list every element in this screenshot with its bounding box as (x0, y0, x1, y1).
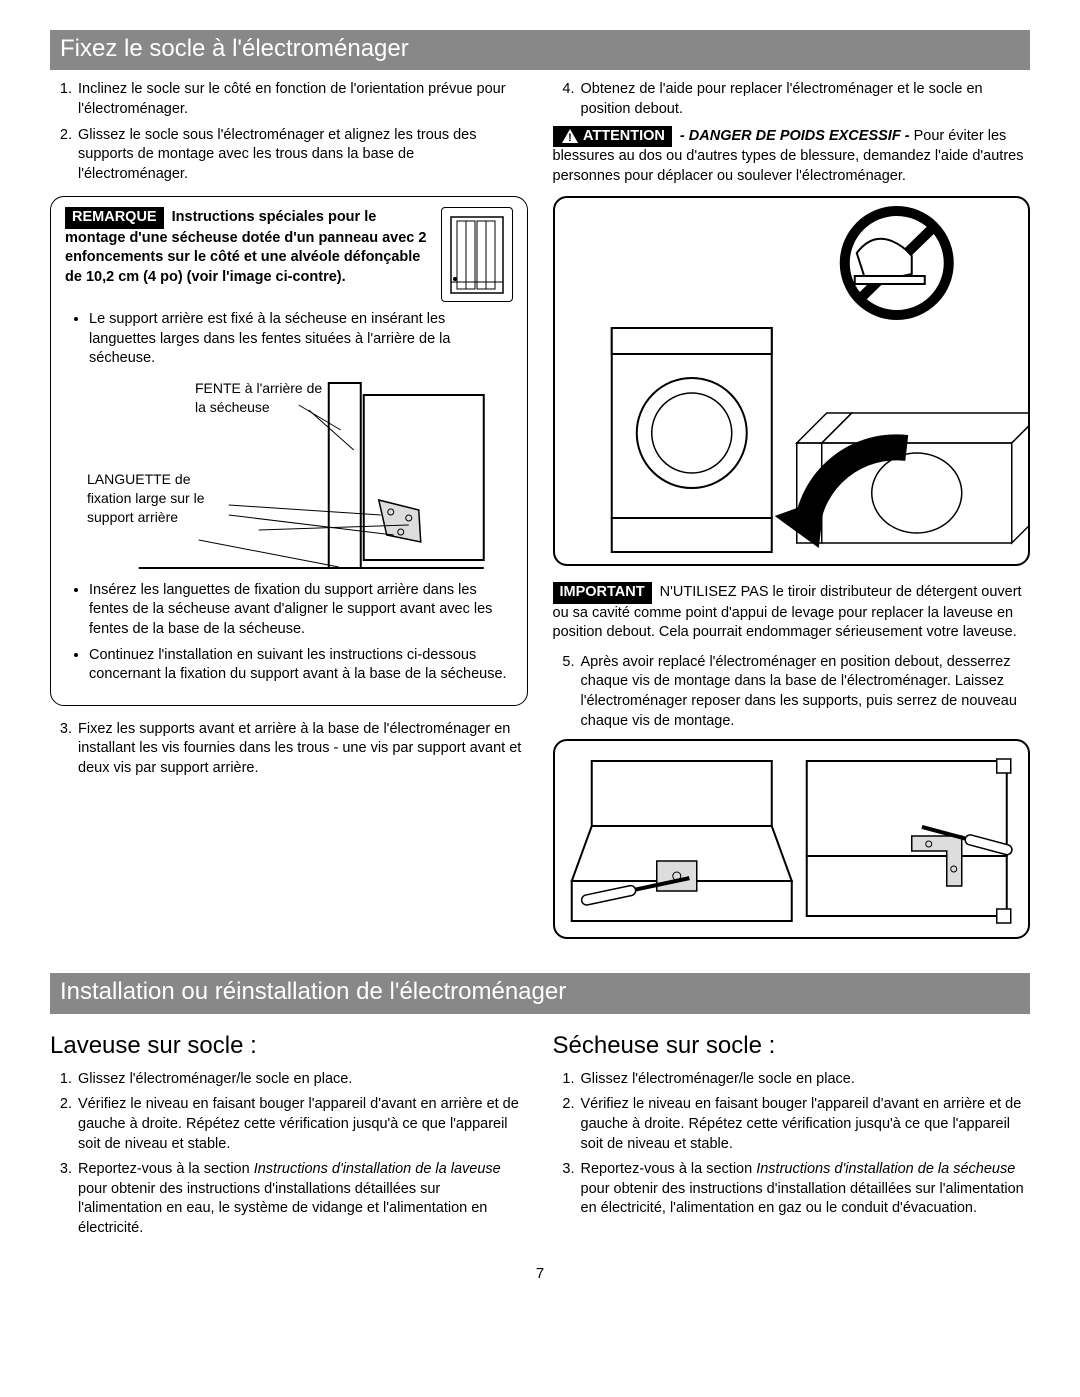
section1-columns: Inclinez le socle sur le côté en fonctio… (50, 80, 1030, 955)
important-paragraph: IMPORTANT N'UTILISEZ PAS le tiroir distr… (553, 582, 1031, 643)
dryer-thumbnail-svg (447, 214, 507, 296)
left-step-3: Fixez les supports avant et arrière à la… (50, 720, 528, 779)
left-column: Inclinez le socle sur le côté en fonctio… (50, 80, 528, 955)
dryer-step-1: Glissez l'électroménager/le socle en pla… (579, 1070, 1031, 1090)
washer-title: Laveuse sur socle : (50, 1030, 528, 1062)
attention-paragraph: ! ATTENTION - DANGER DE POIDS EXCESSIF -… (553, 126, 1031, 187)
important-pill: IMPORTANT (553, 582, 652, 604)
dryer-step-3-pre: Reportez-vous à la section (581, 1161, 757, 1177)
warning-triangle-icon: ! (560, 127, 580, 145)
step-1: Inclinez le socle sur le côté en fonctio… (76, 80, 528, 119)
dryer-thumbnail (441, 207, 513, 302)
remarque-callout: REMARQUE Instructions spéciales pour le … (50, 196, 528, 706)
page-number: 7 (50, 1264, 1030, 1284)
dryer-step-3-italic: Instructions d'installation de la sécheu… (756, 1161, 1015, 1177)
step-2: Glissez le socle sous l'électroménager e… (76, 126, 528, 185)
right-column: Obtenez de l'aide pour replacer l'électr… (553, 80, 1031, 955)
washer-step-2: Vérifiez le niveau en faisant bouger l'a… (76, 1095, 528, 1154)
dryer-steps: Glissez l'électroménager/le socle en pla… (553, 1070, 1031, 1219)
remarque-bullets-top: Le support arrière est fixé à la sécheus… (65, 310, 513, 369)
washer-step-1: Glissez l'électroménager/le socle en pla… (76, 1070, 528, 1090)
remarque-bullet-2: Insérez les languettes de fixation du su… (89, 581, 513, 640)
step-4: Obtenez de l'aide pour replacer l'électr… (579, 80, 1031, 119)
washer-step-3: Reportez-vous à la section Instructions … (76, 1160, 528, 1238)
bracket-diagram: FENTE à l'arrière de la sécheuse LANGUET… (65, 375, 513, 575)
remarque-pill: REMARQUE (65, 207, 164, 229)
step-5: Après avoir replacé l'électroménager en … (579, 653, 1031, 731)
section-header-fixez: Fixez le socle à l'électroménager (50, 30, 1030, 70)
remarque-bullets-bottom: Insérez les languettes de fixation du su… (65, 581, 513, 685)
section2-columns: Laveuse sur socle : Glissez l'électromén… (50, 1024, 1030, 1245)
washer-column: Laveuse sur socle : Glissez l'électromén… (50, 1024, 528, 1245)
svg-text:!: ! (568, 132, 572, 143)
dryer-step-3-post: pour obtenir des instructions d'installa… (581, 1181, 1024, 1217)
right-step-5: Après avoir replacé l'électroménager en … (553, 653, 1031, 731)
washer-step-3-pre: Reportez-vous à la section (78, 1161, 254, 1177)
attention-italic: - DANGER DE POIDS EXCESSIF - (680, 128, 910, 144)
remarque-header-row: REMARQUE Instructions spéciales pour le … (65, 207, 513, 302)
section-header-installation: Installation ou réinstallation de l'élec… (50, 973, 1030, 1013)
washer-step-3-post: pour obtenir des instructions d'installa… (78, 1181, 487, 1236)
tilt-diagram (553, 196, 1031, 566)
screws-diagram-svg (555, 741, 1029, 941)
screws-diagram (553, 739, 1031, 939)
dryer-title: Sécheuse sur socle : (553, 1030, 1031, 1062)
remarque-bullet-1: Le support arrière est fixé à la sécheus… (89, 310, 513, 369)
step-3: Fixez les supports avant et arrière à la… (76, 720, 528, 779)
right-step-4: Obtenez de l'aide pour replacer l'électr… (553, 80, 1031, 119)
remarque-heading: REMARQUE Instructions spéciales pour le … (65, 207, 429, 302)
washer-step-3-italic: Instructions d'installation de la laveus… (254, 1161, 501, 1177)
dryer-step-3: Reportez-vous à la section Instructions … (579, 1160, 1031, 1219)
attention-label: ATTENTION (583, 128, 665, 144)
remarque-bullet-3: Continuez l'installation en suivant les … (89, 646, 513, 685)
attention-pill: ! ATTENTION (553, 126, 672, 148)
washer-steps: Glissez l'électroménager/le socle en pla… (50, 1070, 528, 1239)
dryer-step-2: Vérifiez le niveau en faisant bouger l'a… (579, 1095, 1031, 1154)
tilt-diagram-svg (555, 198, 1029, 568)
diagram-label-top: FENTE à l'arrière de la sécheuse (195, 379, 325, 417)
left-steps-1-2: Inclinez le socle sur le côté en fonctio… (50, 80, 528, 184)
dryer-column: Sécheuse sur socle : Glissez l'électromé… (553, 1024, 1031, 1245)
diagram-label-left: LANGUETTE de fixation large sur le suppo… (87, 470, 227, 527)
